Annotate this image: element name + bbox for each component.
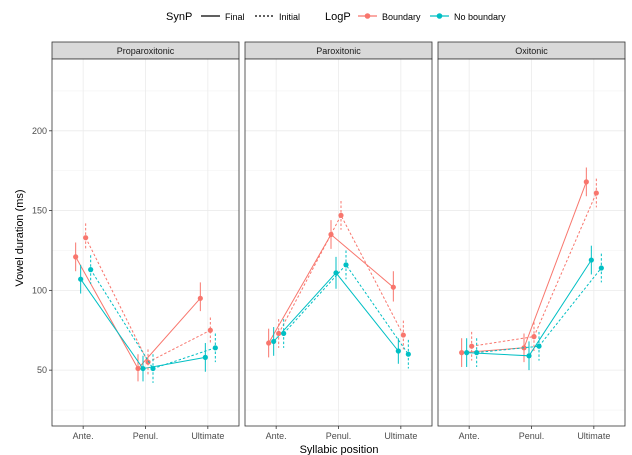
legend-synp-item-initial: Initial bbox=[279, 12, 300, 22]
data-point bbox=[145, 359, 151, 365]
x-tick-label: Ultimate bbox=[577, 431, 610, 441]
x-tick-label: Ultimate bbox=[384, 431, 417, 441]
data-point bbox=[390, 284, 396, 290]
data-point bbox=[536, 343, 542, 349]
y-tick-label: 50 bbox=[37, 365, 47, 375]
data-point bbox=[395, 348, 401, 354]
x-tick-label: Penul. bbox=[133, 431, 159, 441]
data-point bbox=[469, 343, 475, 349]
data-point bbox=[281, 330, 287, 337]
legend-synp-item-final: Final bbox=[225, 12, 245, 22]
panel-paroxitonic: Paroxitonic Ante. Penul. Ultimate bbox=[244, 41, 433, 441]
x-tick-label: Ultimate bbox=[191, 431, 224, 441]
panel-strip-label: Paroxitonic bbox=[316, 46, 361, 56]
panel-oxitonic: Oxitonic Ante. Penul. Ultimate bbox=[437, 41, 626, 441]
x-tick-label: Penul. bbox=[519, 431, 545, 441]
legend: SynP Final Initial LogP Boundary No boun… bbox=[166, 11, 506, 23]
data-point bbox=[78, 276, 84, 282]
data-point bbox=[328, 231, 334, 238]
data-point bbox=[598, 265, 604, 271]
panel-strip-label: Proparoxitonic bbox=[117, 46, 175, 56]
x-axis-title: Syllabic position bbox=[300, 444, 379, 455]
data-point bbox=[140, 365, 146, 372]
data-point bbox=[197, 295, 203, 301]
data-point bbox=[150, 365, 156, 372]
data-point bbox=[474, 350, 480, 356]
y-axis-title: Vowel duration (ms) bbox=[14, 189, 26, 286]
data-point bbox=[276, 330, 282, 337]
data-point bbox=[588, 257, 594, 263]
data-point bbox=[593, 190, 599, 196]
data-point bbox=[83, 235, 89, 241]
y-tick-label: 200 bbox=[32, 126, 47, 136]
legend-logp-item-boundary: Boundary bbox=[382, 12, 421, 22]
data-point bbox=[400, 332, 406, 338]
legend-boundary-key-point bbox=[364, 13, 371, 19]
x-tick-label: Ante. bbox=[73, 431, 94, 441]
data-point bbox=[526, 353, 532, 359]
data-point bbox=[405, 351, 411, 357]
data-point bbox=[583, 179, 589, 185]
legend-logp-title: LogP bbox=[325, 11, 351, 23]
data-point bbox=[464, 350, 470, 356]
data-point bbox=[73, 254, 79, 260]
data-point bbox=[531, 334, 537, 340]
data-point bbox=[212, 345, 218, 351]
data-point bbox=[266, 340, 272, 346]
x-tick-label: Ante. bbox=[266, 431, 287, 441]
data-point bbox=[338, 212, 344, 218]
data-point bbox=[333, 270, 339, 276]
y-tick-label: 100 bbox=[32, 285, 47, 295]
data-point bbox=[343, 262, 349, 268]
x-tick-label: Penul. bbox=[326, 431, 352, 441]
y-axis-ticks: 50 100 150 200 bbox=[32, 126, 52, 375]
panel-strip-label: Oxitonic bbox=[515, 46, 548, 56]
panel-proparoxitonic: Proparoxitonic Ante. Penul. Ultimate bbox=[51, 41, 240, 441]
series-line bbox=[85, 237, 211, 363]
data-point bbox=[521, 345, 527, 351]
data-point bbox=[207, 327, 213, 333]
data-point bbox=[271, 338, 277, 345]
data-point bbox=[135, 365, 141, 372]
y-tick-label: 150 bbox=[32, 206, 47, 216]
legend-noboundary-key-point bbox=[436, 13, 443, 19]
data-point bbox=[459, 350, 465, 356]
legend-logp-item-noboundary: No boundary bbox=[454, 12, 506, 22]
x-tick-label: Ante. bbox=[459, 431, 480, 441]
legend-synp-title: SynP bbox=[166, 11, 192, 23]
data-point bbox=[88, 267, 94, 273]
data-point bbox=[202, 354, 208, 360]
